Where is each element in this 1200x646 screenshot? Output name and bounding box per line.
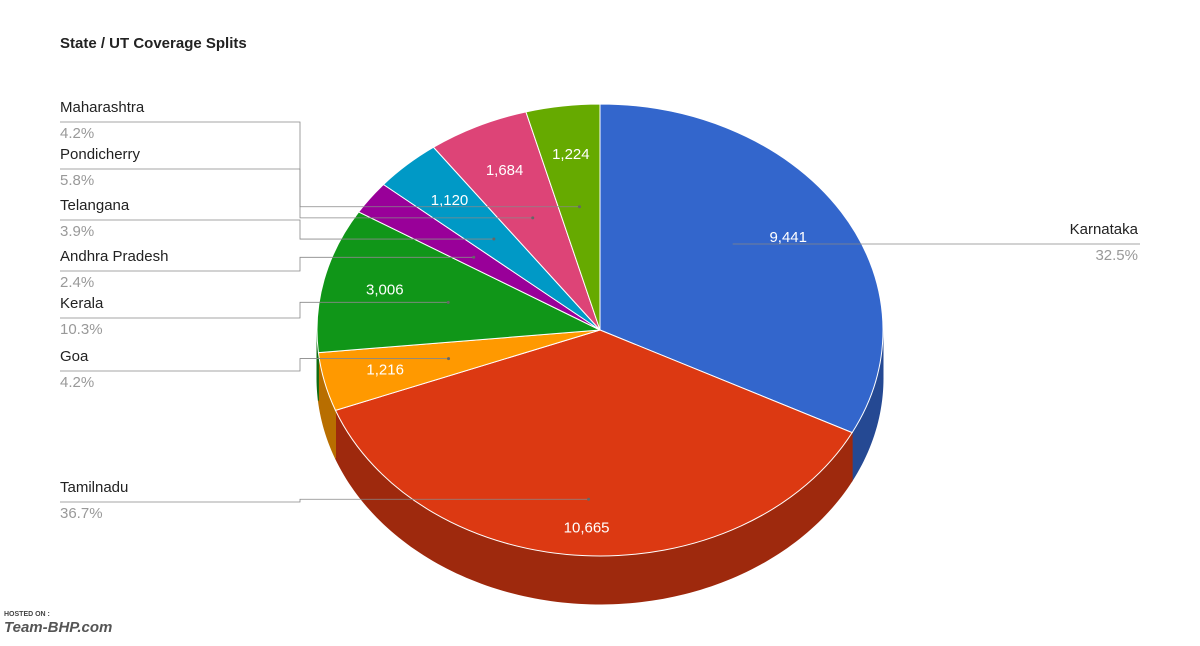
watermark-caption: HOSTED ON : bbox=[4, 611, 50, 618]
leader-line bbox=[60, 301, 449, 319]
percent-label: 10.3% bbox=[60, 321, 103, 338]
legend-label: Kerala bbox=[60, 295, 104, 312]
percent-label: 4.2% bbox=[60, 374, 94, 391]
legend-label: Karnataka bbox=[1070, 221, 1139, 238]
leader-line bbox=[60, 121, 580, 208]
percent-label: 3.9% bbox=[60, 223, 94, 240]
leader-dot bbox=[587, 497, 591, 501]
leader-dot bbox=[492, 237, 496, 241]
value-label: 9,441 bbox=[769, 229, 807, 246]
value-label: 1,216 bbox=[366, 362, 404, 379]
legend-label: Goa bbox=[60, 348, 89, 365]
percent-label: 2.4% bbox=[60, 274, 94, 291]
legend-label: Telangana bbox=[60, 197, 130, 214]
value-label: 1,684 bbox=[486, 162, 524, 179]
watermark-logo: Team-BHP.com bbox=[4, 619, 112, 636]
percent-label: 4.2% bbox=[60, 125, 94, 142]
legend-label: Pondicherry bbox=[60, 146, 141, 163]
leader-line bbox=[60, 219, 494, 240]
leader-dot bbox=[577, 205, 581, 209]
leader-dot bbox=[472, 255, 476, 259]
leader-dot bbox=[446, 300, 450, 304]
percent-label: 32.5% bbox=[1095, 247, 1138, 264]
percent-label: 36.7% bbox=[60, 505, 103, 522]
leader-line bbox=[60, 358, 449, 372]
leader-dot bbox=[447, 357, 451, 361]
leader-dot bbox=[531, 216, 535, 220]
slice bbox=[316, 211, 602, 354]
slice bbox=[599, 103, 884, 434]
value-label: 1,224 bbox=[552, 146, 590, 163]
chart-title: State / UT Coverage Splits bbox=[60, 35, 247, 52]
legend-label: Andhra Pradesh bbox=[60, 248, 168, 265]
value-label: 1,120 bbox=[431, 192, 469, 209]
value-label: 3,006 bbox=[366, 282, 404, 299]
legend-label: Tamilnadu bbox=[60, 479, 128, 496]
slice bbox=[525, 103, 601, 331]
legend-label: Maharashtra bbox=[60, 99, 145, 116]
leader-line bbox=[60, 256, 474, 272]
leader-line bbox=[60, 498, 589, 503]
percent-label: 5.8% bbox=[60, 172, 94, 189]
value-label: 10,665 bbox=[564, 520, 610, 537]
